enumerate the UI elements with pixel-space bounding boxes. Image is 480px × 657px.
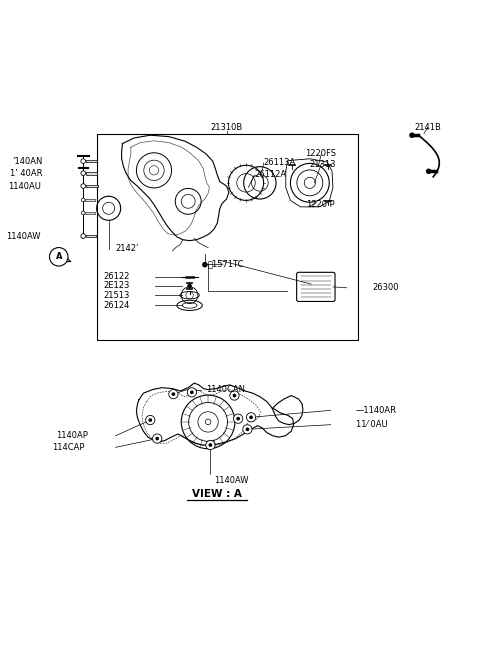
Text: 21310B: 21310B	[210, 123, 243, 132]
Text: ’140AN: ’140AN	[12, 156, 43, 166]
Text: 1140CAN: 1140CAN	[206, 385, 245, 394]
Circle shape	[187, 284, 192, 288]
Circle shape	[426, 168, 432, 174]
Text: 1140AP: 1140AP	[56, 431, 88, 440]
Bar	[85, 235, 96, 237]
Circle shape	[82, 211, 85, 215]
Bar	[85, 171, 97, 175]
Text: 26300: 26300	[372, 283, 399, 292]
Bar	[85, 160, 97, 162]
Circle shape	[81, 234, 85, 238]
Bar	[85, 198, 95, 201]
Text: 21313: 21313	[310, 160, 336, 169]
Circle shape	[153, 434, 162, 443]
Circle shape	[230, 391, 239, 400]
Text: 1140AW: 1140AW	[214, 476, 249, 485]
Text: 2141B: 2141B	[414, 123, 441, 132]
Text: 26112A: 26112A	[254, 170, 287, 179]
Text: 1220FS: 1220FS	[305, 149, 336, 158]
Text: VIEW : A: VIEW : A	[192, 489, 242, 499]
Circle shape	[156, 437, 159, 440]
Circle shape	[249, 415, 253, 419]
Text: 26113A: 26113A	[264, 158, 296, 168]
Text: 1140AW: 1140AW	[6, 231, 41, 240]
Circle shape	[148, 419, 152, 422]
Bar	[97, 134, 359, 340]
Text: 26122: 26122	[103, 272, 130, 281]
Circle shape	[208, 443, 212, 447]
Circle shape	[206, 440, 215, 449]
Text: —1140AR: —1140AR	[356, 406, 397, 415]
Circle shape	[187, 388, 196, 397]
Text: 11⁄ 0AU: 11⁄ 0AU	[356, 420, 388, 429]
Circle shape	[171, 392, 175, 396]
Circle shape	[145, 415, 155, 424]
Text: 1571TC: 1571TC	[208, 260, 245, 269]
Text: A: A	[56, 252, 62, 261]
Circle shape	[81, 171, 85, 175]
Text: 1140AU: 1140AU	[8, 181, 41, 191]
Circle shape	[409, 133, 415, 138]
Text: 26124: 26124	[103, 301, 130, 310]
Circle shape	[246, 428, 249, 431]
Circle shape	[169, 390, 178, 399]
Bar	[85, 185, 98, 187]
Circle shape	[233, 414, 243, 423]
Circle shape	[236, 417, 240, 420]
Circle shape	[190, 390, 194, 394]
Circle shape	[233, 394, 236, 397]
Text: 1’ 40AR: 1’ 40AR	[10, 169, 43, 177]
Text: 21513: 21513	[103, 290, 130, 300]
Circle shape	[82, 198, 85, 202]
Circle shape	[243, 424, 252, 434]
Text: 2E123: 2E123	[103, 281, 130, 290]
Circle shape	[81, 159, 85, 164]
Text: 1220’P: 1220’P	[307, 200, 335, 209]
Circle shape	[81, 184, 85, 189]
Bar	[85, 212, 95, 214]
Text: 2142’: 2142’	[116, 244, 139, 254]
Circle shape	[202, 262, 208, 267]
Text: 114CAP: 114CAP	[52, 443, 84, 452]
Circle shape	[246, 413, 256, 422]
